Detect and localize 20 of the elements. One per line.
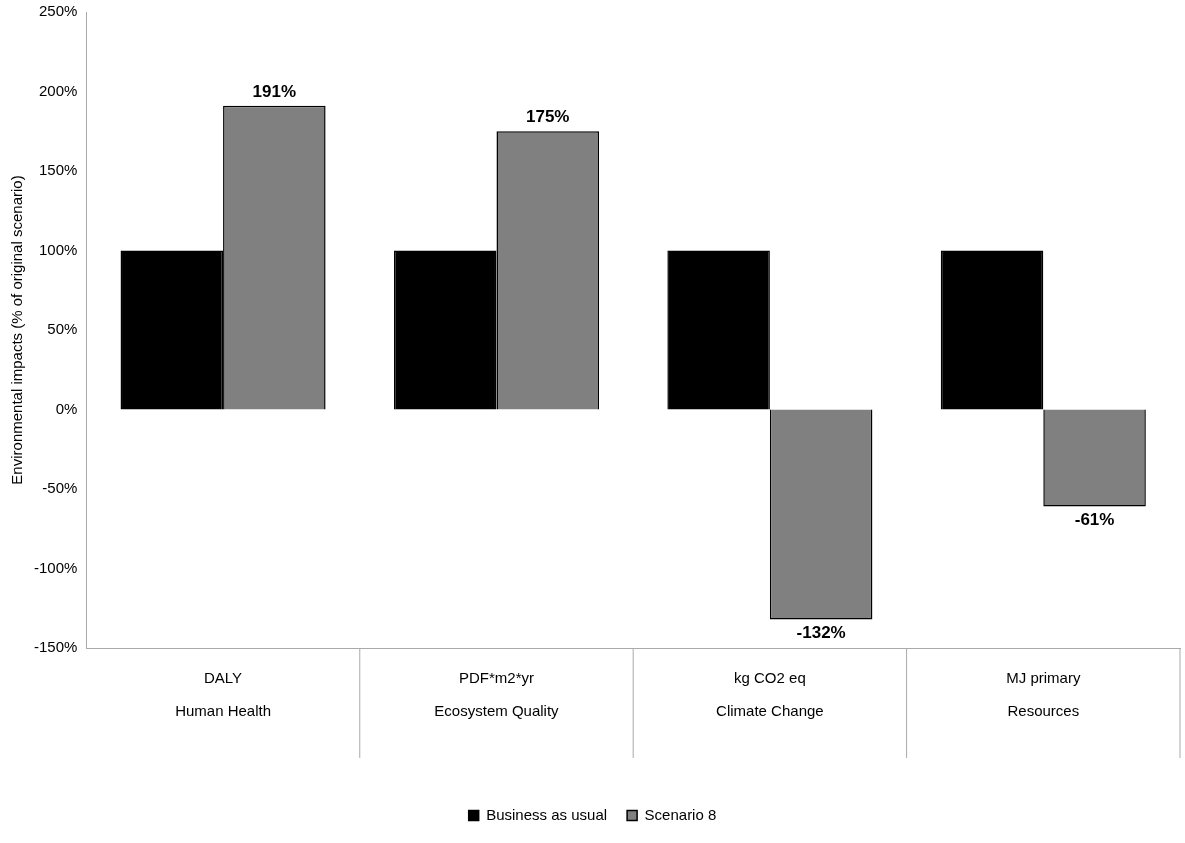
legend-label: Scenario 8 xyxy=(644,805,717,823)
y-tick-label: 50% xyxy=(47,320,78,338)
data-label: 175% xyxy=(526,107,570,127)
x-tick-label: DALY Human Health xyxy=(175,668,272,719)
y-tick-label: 200% xyxy=(38,81,78,99)
y-tick-label: -150% xyxy=(34,638,78,656)
x-tick-label: MJ primary Resources xyxy=(1006,668,1081,719)
y-tick-label: 250% xyxy=(38,2,78,20)
y-axis-title: Environmental impacts (% of original scenario) xyxy=(8,175,26,485)
x-tick-label: kg CO2 eq Climate Change xyxy=(716,668,824,719)
data-label: -132% xyxy=(796,622,846,642)
data-label: 191% xyxy=(252,82,297,101)
y-tick-label: -100% xyxy=(34,558,78,576)
y-tick-label: 150% xyxy=(38,161,78,179)
y-tick-label: 0% xyxy=(55,399,78,417)
y-tick-label: -50% xyxy=(42,479,78,497)
x-tick-label: PDF*m2*yr Ecosystem Quality xyxy=(434,668,560,719)
legend-label: Business as usual xyxy=(486,805,608,823)
data-label: -61% xyxy=(1074,509,1115,529)
y-tick-label: 100% xyxy=(38,240,78,258)
